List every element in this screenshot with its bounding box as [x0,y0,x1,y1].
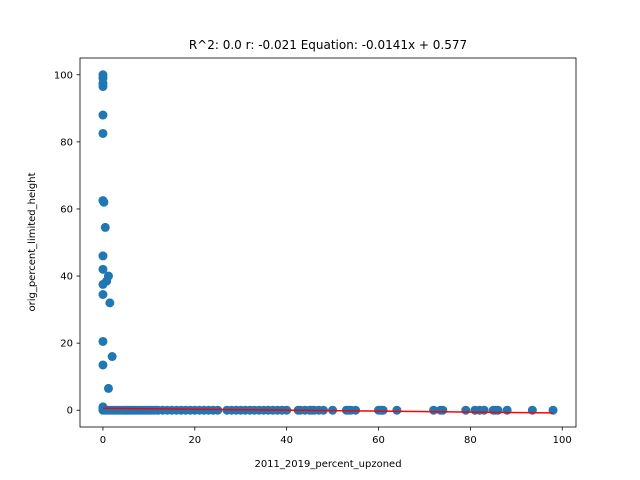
data-point [429,405,439,415]
data-point [378,405,388,415]
data-point [98,82,108,92]
data-point [98,264,108,274]
x-axis-ticks: 0 20 40 60 80 100 [100,427,572,446]
regression-line [102,407,554,414]
data-point [99,197,109,207]
x-axis-label: 2011_2019_percent_upzoned [254,459,401,470]
data-point [438,405,448,415]
x-tick-label: 0 [100,435,106,446]
y-tick-label: 20 [60,339,73,350]
data-point [479,405,489,415]
y-axis-ticks: 0 20 40 60 80 100 [54,70,80,417]
data-point [103,383,113,393]
chart-title: R^2: 0.0 r: -0.021 Equation: -0.0141x + … [189,38,467,52]
data-point [98,336,108,346]
data-point [105,298,115,308]
data-point [98,251,108,261]
data-point [98,360,108,370]
data-point [502,405,512,415]
x-tick-label: 60 [372,435,385,446]
data-point [98,290,108,299]
data-point [493,405,503,415]
data-point [98,128,108,138]
x-tick-label: 80 [464,435,477,446]
data-point [392,405,402,415]
data-point [213,405,223,415]
plot-frame [79,57,577,428]
y-tick-label: 60 [60,204,73,215]
y-tick-label: 40 [60,272,73,283]
y-tick-label: 100 [54,70,73,81]
y-tick-label: 80 [60,137,73,148]
data-point [100,222,110,232]
data-point [461,405,471,415]
fit-line-layer [102,407,554,414]
y-tick-label: 0 [67,406,73,417]
data-point [107,352,117,362]
data-point [98,279,108,289]
y-axis-label: orig_percent_limited_height [27,172,38,311]
x-tick-label: 100 [553,435,572,446]
x-tick-label: 20 [188,435,201,446]
x-tick-label: 40 [280,435,293,446]
data-point [98,110,108,120]
